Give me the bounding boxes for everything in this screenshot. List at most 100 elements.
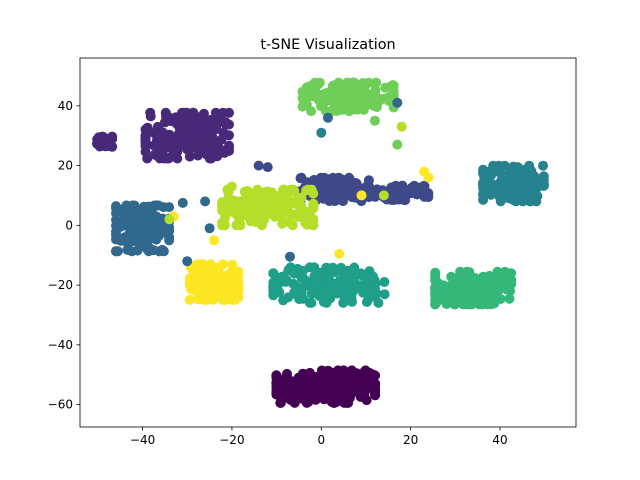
scatter-point (111, 229, 121, 240)
scatter-point (364, 266, 375, 277)
scatter-point (310, 394, 321, 405)
scatter-point (323, 365, 334, 376)
scatter-point (148, 140, 159, 151)
x-axis: −40 −20 0 20 40 (130, 427, 508, 447)
scatter-point (313, 267, 324, 278)
scatter-point (182, 256, 193, 267)
scatter-point (423, 189, 434, 200)
y-tick-label: −20 (48, 278, 73, 292)
scatter-point (285, 251, 295, 262)
scatter-point (172, 153, 183, 164)
scatter-point (321, 266, 332, 277)
scatter-point (277, 276, 287, 287)
scatter-point (224, 145, 234, 156)
scatter-point (369, 115, 380, 126)
scatter-point (392, 139, 403, 150)
plot-frame (79, 57, 577, 428)
scatter-point (146, 230, 157, 241)
scatter-point (294, 200, 305, 211)
scatter-point (341, 377, 352, 388)
scatter-point (320, 96, 331, 107)
scatter-point (213, 279, 224, 290)
scatter-point (362, 373, 373, 384)
scatter-point (285, 196, 296, 207)
scatter-point (466, 284, 477, 295)
scatter-point (188, 107, 199, 118)
scatter-point (478, 194, 489, 205)
scatter-point (344, 386, 355, 397)
scatter-point (100, 141, 111, 152)
scatter-point (301, 206, 312, 217)
scatter-point (342, 267, 353, 278)
scatter-point (363, 77, 374, 88)
scatter-point (306, 106, 317, 117)
scatter-point (111, 208, 121, 219)
scatter-point (164, 223, 175, 234)
scatter-point (423, 172, 434, 183)
scatter-point (448, 277, 459, 288)
scatter-point (344, 174, 355, 185)
scatter-point (159, 153, 170, 164)
scatter-point (525, 172, 536, 183)
scatter-point (487, 274, 498, 285)
x-tick-label: −40 (130, 433, 155, 447)
scatter-point (164, 202, 175, 213)
scatter-point (278, 295, 289, 306)
scatter-point (333, 172, 344, 183)
scatter-point (360, 365, 371, 376)
scatter-point (293, 372, 304, 383)
scatter-point (396, 121, 407, 132)
scatter-point (328, 88, 339, 99)
scatter-point (191, 261, 202, 272)
scatter-point (355, 391, 366, 402)
scatter-point (195, 120, 206, 131)
scatter-point (114, 222, 125, 232)
scatter-point (290, 209, 301, 220)
scatter-point (269, 211, 280, 222)
scatter-point (174, 128, 184, 139)
scatter-point (204, 223, 215, 234)
y-tick-label: 0 (65, 218, 73, 232)
scatter-point (209, 114, 220, 125)
scatter-point (168, 135, 179, 146)
scatter-point (288, 278, 299, 289)
scatter-point (296, 273, 307, 284)
scatter-point (392, 97, 403, 108)
scatter-point (227, 278, 238, 289)
scatter-point (142, 153, 153, 164)
y-tick-label: −40 (48, 338, 73, 352)
scatter-point (312, 383, 323, 393)
scatter-point (144, 221, 155, 231)
scatter-point (371, 77, 382, 88)
scatter-point (200, 196, 211, 207)
scatter-point (183, 127, 194, 138)
scatter-point (373, 297, 384, 308)
scatter-point (280, 378, 290, 389)
scatter-point (217, 201, 228, 211)
scatter-point (216, 134, 227, 145)
scatter-point (136, 205, 147, 215)
scatter-point (393, 194, 404, 205)
scatter-point (301, 82, 312, 93)
y-axis: −60 −40 −20 0 20 40 (48, 99, 80, 412)
scatter-point (194, 128, 205, 139)
scatter-point (247, 202, 258, 213)
scatter-point (525, 196, 536, 207)
scatter-point (298, 386, 309, 397)
scatter-point (331, 379, 342, 390)
scatter-point (307, 89, 318, 99)
x-tick-label: −20 (219, 433, 244, 447)
scatter-point (465, 299, 476, 310)
scatter-point (366, 291, 377, 302)
scatter-point (217, 292, 228, 302)
scatter-point (253, 196, 264, 207)
scatter-point (184, 294, 195, 305)
scatter-point (501, 284, 512, 295)
scatter-point (485, 169, 496, 180)
scatter-point (112, 246, 123, 257)
scatter-point (504, 293, 515, 304)
scatter-point (334, 248, 345, 259)
scatter-point (329, 96, 340, 107)
scatter-point (519, 188, 530, 199)
scatter-point (185, 141, 195, 152)
